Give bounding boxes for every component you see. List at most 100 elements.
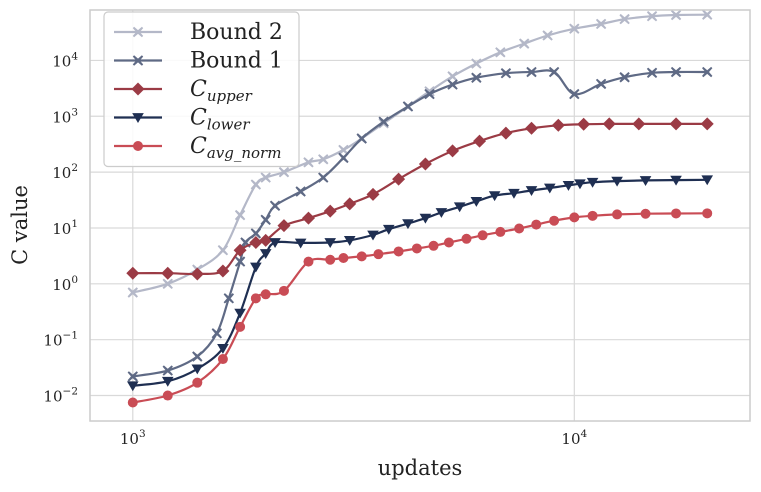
data-point <box>250 179 262 190</box>
data-point <box>471 58 482 69</box>
series-bound-1 <box>127 66 713 382</box>
data-point <box>269 238 281 248</box>
data-point <box>127 371 138 382</box>
data-point <box>702 66 713 78</box>
data-point <box>646 67 658 79</box>
data-point <box>402 101 414 112</box>
y-tick-label: 103 <box>52 106 78 126</box>
data-point <box>161 266 175 280</box>
data-point <box>278 285 289 296</box>
legend-marker <box>133 141 143 151</box>
data-point <box>470 196 483 207</box>
data-point <box>435 208 448 218</box>
legend-item: Cupper <box>114 77 253 105</box>
legend-box <box>103 11 300 168</box>
y-tick-label: 100 <box>52 274 78 294</box>
data-point <box>508 188 520 199</box>
data-point <box>669 117 683 131</box>
data-point <box>338 144 349 156</box>
legend-marker <box>131 82 145 96</box>
data-point <box>343 236 356 246</box>
data-point <box>543 183 556 194</box>
data-point <box>373 249 384 260</box>
data-point <box>670 9 682 21</box>
grid <box>90 10 750 421</box>
data-point <box>234 308 246 319</box>
y-tick-label: 10−1 <box>43 330 78 350</box>
data-point <box>324 238 337 248</box>
data-point <box>569 23 580 34</box>
data-point <box>602 117 616 131</box>
data-point <box>587 210 598 221</box>
data-point <box>162 365 173 376</box>
data-point <box>277 219 291 233</box>
legend-label: Clower <box>190 106 250 134</box>
data-point <box>190 267 204 281</box>
data-point <box>500 68 512 79</box>
data-point <box>250 228 262 239</box>
legend-item: Bound 1 <box>114 49 283 74</box>
data-point <box>259 249 272 259</box>
y-tick-label: 101 <box>52 218 78 238</box>
data-point <box>702 9 713 20</box>
data-point <box>126 266 140 280</box>
legend-label: Cupper <box>190 77 253 105</box>
data-point <box>260 172 271 183</box>
data-point <box>318 172 329 183</box>
data-point <box>574 179 586 190</box>
data-point <box>619 72 630 83</box>
data-point <box>461 233 472 244</box>
x-axis-label: updates <box>378 456 463 480</box>
series-layer <box>126 9 714 408</box>
data-point <box>471 72 482 83</box>
data-point <box>514 223 525 234</box>
data-point <box>526 66 537 78</box>
data-point <box>259 233 273 247</box>
data-point <box>525 121 539 135</box>
data-point <box>595 18 607 30</box>
series-bound-2 <box>127 9 713 298</box>
data-point <box>233 243 247 257</box>
data-point <box>294 238 307 249</box>
data-point <box>418 157 432 171</box>
data-point <box>586 177 599 188</box>
data-point <box>217 354 228 365</box>
data-point <box>325 254 336 265</box>
data-point <box>640 208 651 219</box>
data-point <box>192 351 203 362</box>
data-point <box>234 209 246 221</box>
data-point <box>217 245 229 256</box>
data-point <box>378 116 389 127</box>
data-point <box>366 187 380 201</box>
data-point <box>551 118 565 132</box>
data-point <box>525 186 538 196</box>
legend-marker <box>132 55 144 66</box>
data-point <box>443 237 454 248</box>
legend-label: Bound 2 <box>190 20 283 45</box>
data-point <box>126 381 139 392</box>
data-point <box>216 264 230 278</box>
legend-label: Cavg_norm <box>190 134 281 162</box>
data-point <box>542 30 553 41</box>
data-point <box>162 390 173 401</box>
legend-marker <box>132 113 144 124</box>
series-c-avg-norm <box>127 208 713 408</box>
data-point <box>343 197 357 211</box>
data-point <box>162 278 173 290</box>
data-point <box>499 126 513 140</box>
data-point <box>611 176 623 187</box>
data-point <box>295 186 306 197</box>
data-point <box>250 293 261 304</box>
data-point <box>612 209 623 220</box>
data-point <box>595 78 607 90</box>
data-point <box>548 66 560 78</box>
data-point <box>495 226 506 237</box>
plot-frame <box>89 9 751 422</box>
data-point <box>303 256 314 267</box>
legend-item: Bound 2 <box>114 20 283 45</box>
data-point <box>670 66 682 78</box>
legend-label: Bound 1 <box>190 49 283 74</box>
y-tick-label: 104 <box>52 50 78 70</box>
data-point <box>323 204 337 218</box>
data-point <box>392 172 406 186</box>
